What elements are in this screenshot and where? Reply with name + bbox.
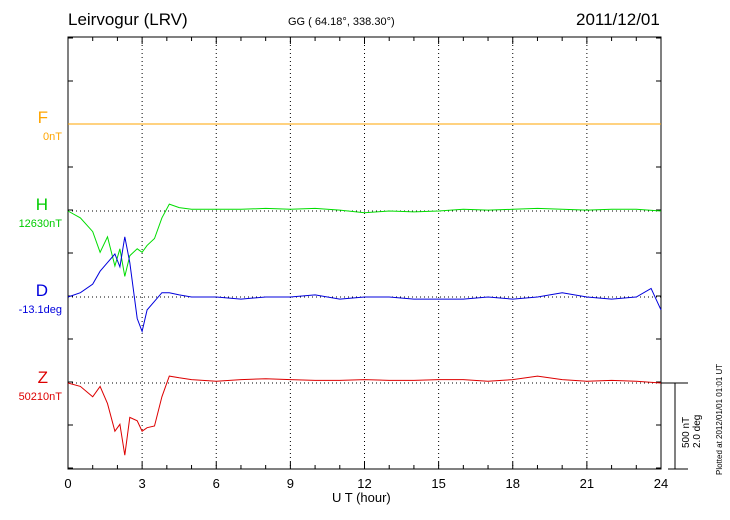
h-component-label: H bbox=[35, 195, 48, 214]
series-h-line bbox=[67, 203, 662, 277]
station-title: Leirvogur (LRV) bbox=[68, 10, 188, 29]
x-tick-label: 9 bbox=[287, 476, 294, 491]
x-tick-label: 0 bbox=[64, 476, 71, 491]
x-tick-label: 3 bbox=[139, 476, 146, 491]
scale-deg-label: 2.0 deg bbox=[692, 414, 703, 448]
scale-nt-label: 500 nT bbox=[681, 416, 692, 448]
z-component-label: Z bbox=[37, 368, 48, 387]
x-tick-label: 15 bbox=[431, 476, 445, 491]
f-baseline-label: 0nT bbox=[43, 131, 62, 143]
h-baseline-label: 12630nT bbox=[18, 218, 62, 230]
series-z-line bbox=[67, 375, 662, 456]
x-tick-label: 12 bbox=[357, 476, 371, 491]
d-component-label: D bbox=[35, 281, 48, 300]
date-label: 2011/12/01 bbox=[576, 10, 660, 29]
series-d-line bbox=[67, 236, 662, 334]
coordinates-label: GG ( 64.18°, 338.30°) bbox=[288, 16, 395, 28]
x-tick-label: 21 bbox=[580, 476, 594, 491]
x-tick-label: 6 bbox=[213, 476, 220, 491]
x-tick-label: 18 bbox=[506, 476, 520, 491]
x-tick-label: 24 bbox=[654, 476, 668, 491]
plotted-at-label: Plotted at 2012/01/01 01:01 UT bbox=[715, 363, 724, 475]
f-component-label: F bbox=[37, 108, 48, 127]
z-baseline-label: 50210nT bbox=[18, 391, 62, 403]
x-axis-label: U T (hour) bbox=[332, 490, 391, 505]
d-baseline-label: -13.1deg bbox=[18, 304, 62, 316]
